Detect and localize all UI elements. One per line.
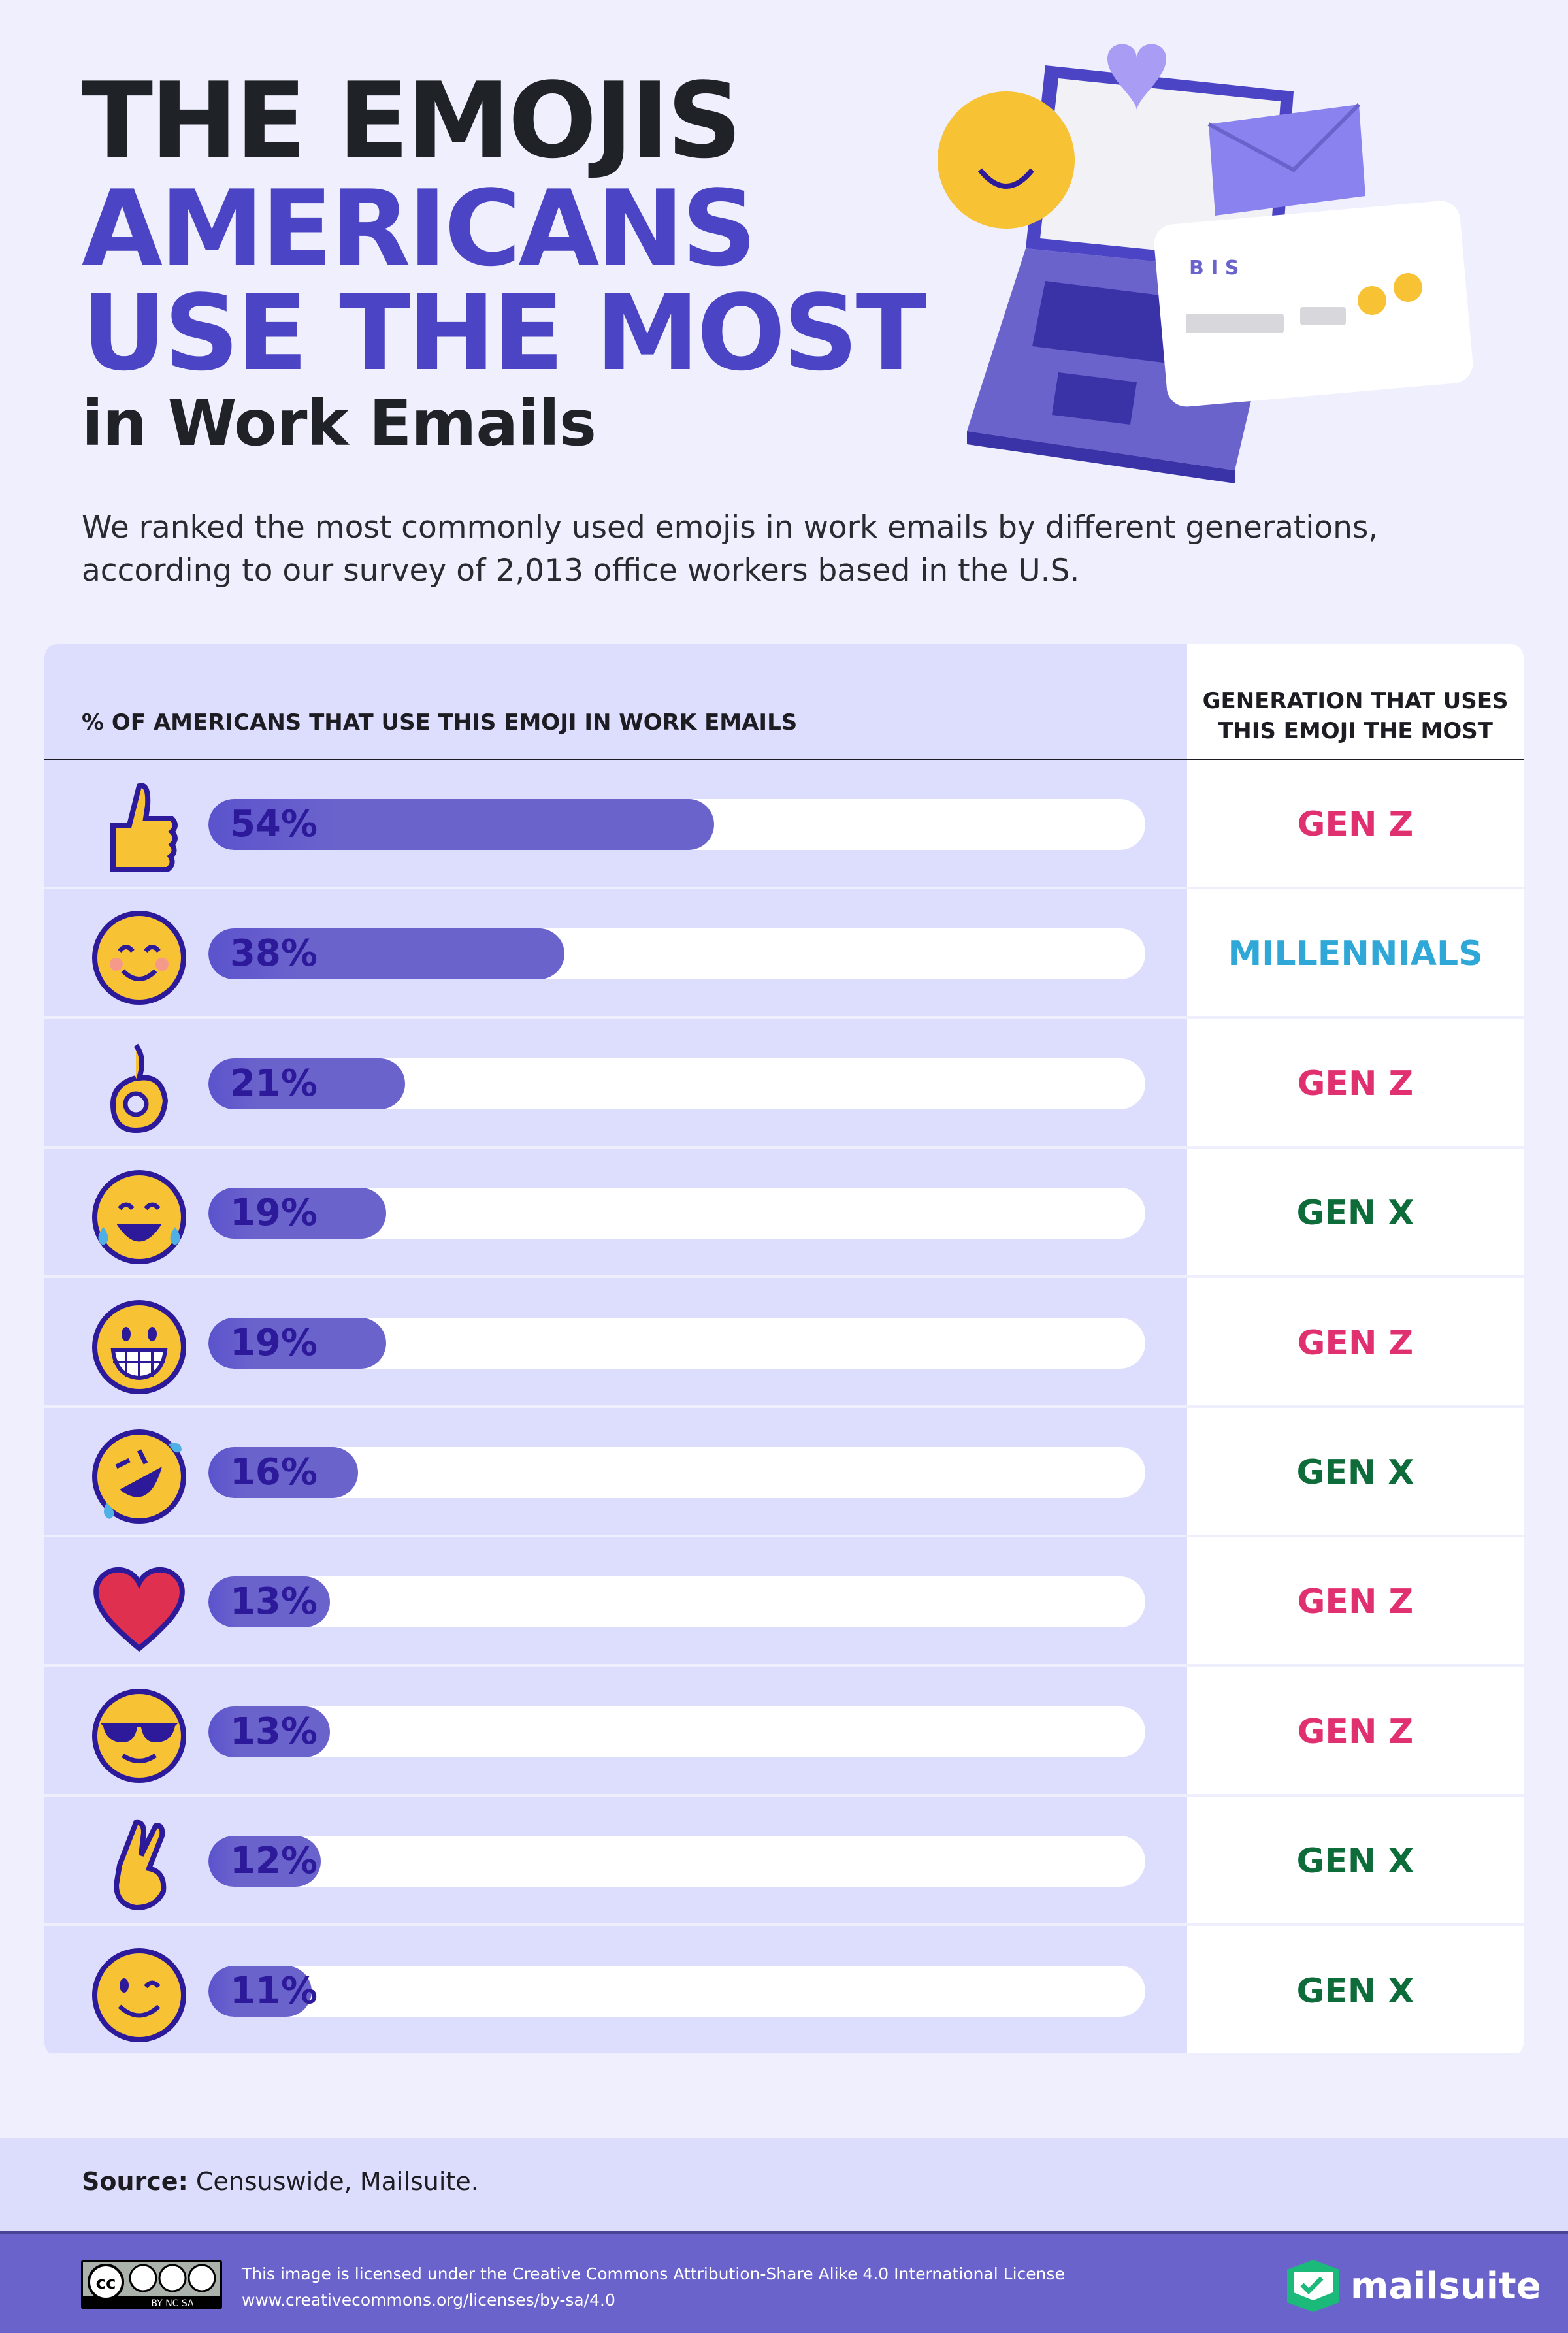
percent-label: 38% [229, 932, 318, 975]
table-row: 19% GEN X [44, 1149, 1524, 1279]
thumbs-up-emoji-icon [110, 783, 178, 872]
row-divider [44, 1664, 1524, 1667]
bar-fill [208, 1836, 321, 1887]
table-row: 11% GEN X [44, 1927, 1524, 2056]
title-line-3: USE THE MOST [82, 272, 927, 394]
generation-label: GEN Z [1297, 805, 1414, 844]
table-row: 16% GEN X [44, 1408, 1524, 1537]
bar-fill [208, 1447, 359, 1498]
row-divider [44, 1145, 1524, 1149]
percent-label: 19% [229, 1321, 318, 1364]
row-divider [44, 1535, 1524, 1537]
generation-label: GEN Z [1297, 1712, 1414, 1752]
generation-label: GEN Z [1297, 1582, 1414, 1622]
svg-text:BY NC SA: BY NC SA [151, 2298, 194, 2309]
bar-track [208, 1965, 1145, 2017]
row-divider [44, 1923, 1524, 1927]
source-label: Source: [82, 2167, 188, 2196]
generation-label: GEN Z [1297, 1323, 1414, 1363]
row-divider [44, 1275, 1524, 1279]
laptop-illustration: B I S [938, 44, 1473, 483]
title-line-1: THE EMOJIS [82, 59, 742, 182]
svg-text:B I S: B I S [1189, 257, 1239, 280]
svg-text:cc: cc [96, 2274, 116, 2293]
percent-label: 13% [229, 1710, 318, 1753]
emoji-table: % OF AMERICANS THAT USE THIS EMOJI IN WO… [44, 644, 1524, 2056]
ok-hand-emoji-icon [110, 1043, 169, 1133]
bar-fill [208, 1317, 387, 1369]
heart-icon [1107, 44, 1166, 111]
bar-fill [208, 928, 564, 980]
title-line-4: in Work Emails [82, 387, 596, 460]
bar-track [208, 1317, 1145, 1369]
mailsuite-logo: mailsuite [1284, 2260, 1541, 2312]
row-divider [44, 887, 1524, 889]
table-row: 21% GEN Z [44, 1019, 1524, 1149]
footer: cc BY NC SA This image is licensed under… [0, 2231, 1568, 2333]
source-text: Censuswide, Mailsuite. [188, 2167, 479, 2196]
bar-track [208, 799, 1145, 850]
smiling-face-with-smiling-eyes-emoji-icon [92, 911, 186, 1005]
bar-track [208, 928, 1145, 980]
generation-label: GEN X [1296, 1453, 1414, 1492]
bar-fill [208, 799, 715, 850]
column-header-percent: % OF AMERICANS THAT USE THIS EMOJI IN WO… [82, 710, 798, 736]
column-header-generation: GENERATION THAT USES THIS EMOJI THE MOST [1202, 688, 1509, 744]
license-url[interactable]: www.creativecommons.org/licenses/by-sa/4… [242, 2291, 615, 2309]
percent-label: 54% [229, 803, 318, 845]
bar-fill [208, 1706, 331, 1757]
crossed-fingers-emoji-icon [113, 1819, 167, 1911]
percent-label: 12% [229, 1840, 318, 1883]
bar-fill [208, 1188, 387, 1239]
bar-fill [208, 1965, 312, 2017]
winking-face-emoji-icon [92, 1948, 186, 2042]
bar-fill [208, 1576, 331, 1628]
percent-label: 11% [229, 1969, 318, 2012]
license-text: This image is licensed under the Creativ… [242, 2264, 1065, 2283]
percent-label: 13% [229, 1580, 318, 1623]
percent-label: 16% [229, 1451, 318, 1493]
table-row: 19% GEN Z [44, 1279, 1524, 1408]
bar-track [208, 1706, 1145, 1757]
row-divider [44, 1793, 1524, 1797]
generation-label: GEN X [1296, 1971, 1414, 2011]
row-divider [44, 1405, 1524, 1408]
red-heart-emoji-icon [93, 1567, 185, 1652]
generation-label: MILLENNIALS [1228, 934, 1483, 974]
generation-label: GEN X [1296, 1194, 1414, 1233]
bar-track [208, 1058, 1145, 1109]
subtitle: We ranked the most commonly used emojis … [82, 510, 1379, 589]
source-band: Source: Censuswide, Mailsuite. [0, 2138, 1568, 2231]
row-divider [44, 1016, 1524, 1019]
envelope-icon [1207, 103, 1365, 216]
table-row: 54% GEN Z [44, 760, 1524, 889]
smiley-icon [938, 91, 1075, 229]
title-line-2: AMERICANS [82, 167, 757, 289]
grinning-face-emoji-icon [92, 1299, 186, 1394]
bar-track [208, 1447, 1145, 1498]
rolling-on-the-floor-laughing-emoji-icon [92, 1429, 186, 1524]
header-divider [44, 759, 1524, 760]
bar-track [208, 1576, 1145, 1628]
generation-label: GEN Z [1297, 1064, 1414, 1103]
percent-label: 21% [229, 1062, 318, 1105]
face-with-tears-of-joy-emoji-icon [92, 1170, 186, 1265]
bar-track [208, 1836, 1145, 1887]
bar-track [208, 1188, 1145, 1239]
cc-license-badge-icon[interactable]: cc BY NC SA [81, 2260, 222, 2309]
table-row: 12% GEN X [44, 1797, 1524, 1927]
table-row: 38% MILLENNIALS [44, 889, 1524, 1019]
generation-label: GEN X [1296, 1842, 1414, 1882]
table-row: 13% GEN Z [44, 1537, 1524, 1667]
table-row: 13% GEN Z [44, 1667, 1524, 1797]
bar-fill [208, 1058, 406, 1109]
row-divider [44, 2053, 1524, 2056]
percent-label: 19% [229, 1192, 318, 1235]
compose-card: B I S [1154, 201, 1473, 407]
smiling-face-with-sunglasses-emoji-icon [92, 1688, 186, 1783]
mailsuite-logo-icon [1287, 2260, 1339, 2312]
